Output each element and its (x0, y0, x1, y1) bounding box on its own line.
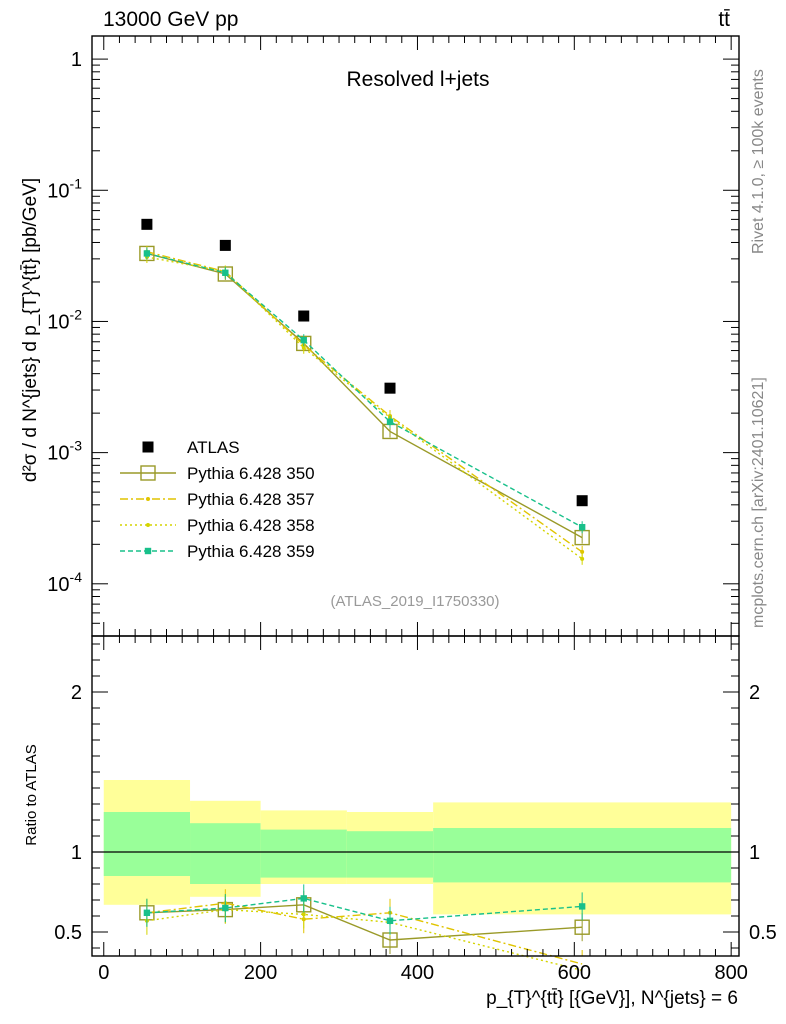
main-data-layer (139, 218, 590, 565)
band-inner (103, 812, 191, 876)
legend-entry-atlas: ATLAS (142, 438, 240, 457)
ratio-ytick-labels: 0.5 0.5 1 1 2 2 (54, 682, 777, 944)
ratio-ytick-label: 2 (71, 682, 82, 704)
ratio-uncertainty-bands (103, 780, 732, 915)
series-pythia-6-428-359 (143, 247, 586, 534)
data-point (222, 269, 229, 276)
xtick-label: 400 (401, 962, 434, 984)
main-axis-ticks (92, 36, 739, 637)
data-point (141, 218, 153, 230)
series-atlas (141, 218, 588, 507)
ratio-point (301, 912, 306, 917)
legend-marker (146, 523, 150, 527)
analysis-tag: (ATLAS_2019_I1750330) (330, 593, 499, 610)
band-inner (260, 829, 347, 878)
data-point (301, 345, 306, 350)
main-ytick-labels: 1 10-1 10-2 10-3 10-4 (47, 49, 82, 596)
data-point (578, 524, 586, 531)
band-inner (346, 831, 434, 878)
legend-marker (146, 497, 150, 501)
ratio-ytick-label-right: 2 (749, 682, 760, 704)
legend-entry-pythia-6-428-359: Pythia 6.428 359 (120, 542, 315, 561)
ratio-ytick-label-right: 0.5 (749, 922, 777, 944)
series-line (146, 252, 583, 528)
main-ytick-label: 10-3 (47, 438, 82, 465)
header-energy-label: 13000 GeV pp (103, 8, 238, 31)
data-point (384, 382, 396, 394)
data-point (143, 250, 151, 257)
xtick-label: 600 (558, 962, 591, 984)
ratio-ytick-label: 0.5 (54, 922, 82, 944)
data-point (386, 418, 394, 425)
mcplots-label: mcplots.cern.ch [arXiv:2401.10621] (750, 377, 767, 628)
main-panel: Resolved l+jets (ATLAS_2019_I1750330) AT… (20, 35, 740, 637)
legend-label: Pythia 6.428 350 (187, 464, 315, 483)
main-ytick-label: 10-2 (47, 306, 82, 333)
ratio-point (386, 917, 394, 924)
ratio-ytick-label-right: 1 (749, 842, 760, 864)
ratio-series-line (146, 897, 583, 922)
ratio-frame (91, 635, 740, 957)
legend-label: Pythia 6.428 357 (187, 490, 315, 509)
series-line (146, 256, 583, 560)
ratio-point (143, 909, 151, 916)
ratio-ytick-label: 1 (71, 842, 82, 864)
ratio-series-pythia-6-428-359 (143, 884, 586, 935)
ratio-point (578, 903, 586, 910)
main-title: Resolved l+jets (347, 68, 490, 91)
legend-marker (142, 441, 154, 453)
data-point (300, 336, 307, 344)
legend-label: ATLAS (187, 438, 240, 457)
main-ytick-label: 10-4 (47, 569, 82, 596)
legend-label: Pythia 6.428 358 (187, 516, 315, 535)
main-ytick-label: 1 (71, 49, 82, 71)
ratio-ylabel: Ratio to ATLAS (23, 744, 40, 845)
header-process-label: tt̄ (718, 8, 730, 31)
data-point (580, 549, 585, 554)
main-ytick-label: 10-1 (47, 175, 82, 202)
x-axis-label: p_{T}^{tt̄} [{GeV}], N^{jets} = 6 (486, 988, 738, 1009)
ratio-series-line (146, 902, 583, 965)
band-inner (190, 823, 261, 884)
legend-label: Pythia 6.428 359 (187, 542, 315, 561)
ratio-point (300, 895, 307, 902)
legend-marker (140, 465, 156, 481)
ratio-xtick-labels: 0 200 400 600 800 (98, 962, 748, 984)
rivet-version-label: Rivet 4.1.0, ≥ 100k events (750, 69, 767, 254)
band-inner (433, 828, 732, 883)
data-point (219, 239, 231, 251)
legend-entry-pythia-6-428-350: Pythia 6.428 350 (120, 464, 315, 483)
ratio-data-layer (139, 884, 590, 972)
legend-entry-pythia-6-428-358: Pythia 6.428 358 (120, 516, 315, 535)
data-point (576, 495, 588, 507)
ratio-series-line (146, 908, 583, 972)
ratio-panel: 0.5 0.51 12 2 0 200 400 600 800 Ratio to ATLAS … (23, 635, 777, 1009)
legend: ATLAS Pythia 6.428 350 Pythia 6.428 357 Pyt… (120, 438, 315, 561)
data-point (298, 310, 310, 322)
xtick-label: 0 (98, 962, 109, 984)
data-point (580, 556, 585, 561)
main-ylabel: d²σ / d N^{jets} d p_{T}^{tt̄} [pb/GeV] (20, 178, 41, 482)
ratio-point (222, 904, 229, 912)
legend-entry-pythia-6-428-357: Pythia 6.428 357 (120, 490, 315, 509)
legend-marker (144, 547, 152, 555)
ratio-axis-ticks (92, 636, 739, 956)
xtick-label: 800 (714, 962, 747, 984)
xtick-label: 200 (244, 962, 277, 984)
series-pythia-6-428-357 (144, 245, 585, 558)
